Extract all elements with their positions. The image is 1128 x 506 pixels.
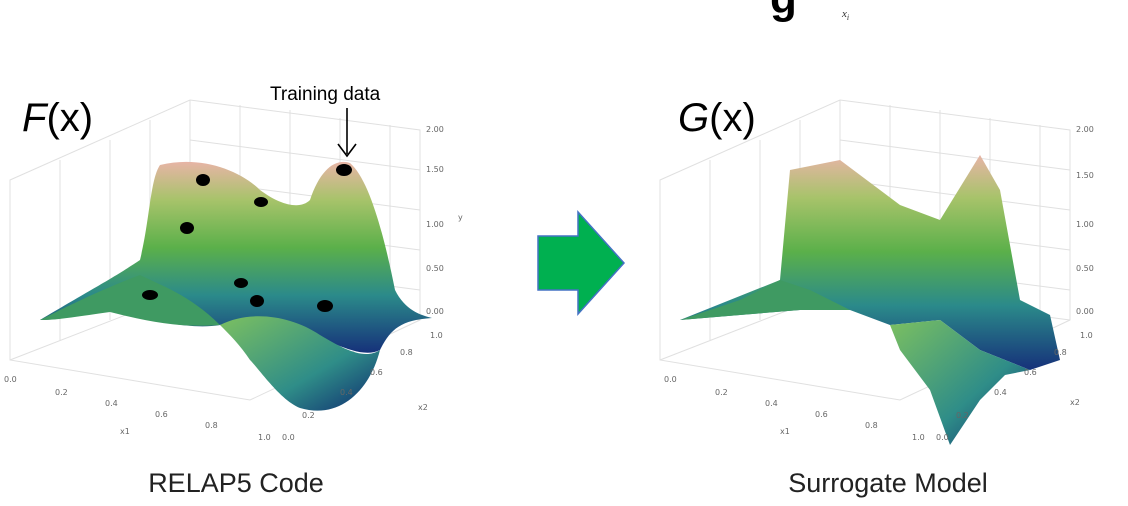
header-math-fragment: g <box>770 0 797 24</box>
surrogate-caption: Surrogate Model <box>788 468 988 498</box>
svg-text:1.50: 1.50 <box>1076 171 1094 180</box>
svg-text:0.8: 0.8 <box>865 421 878 430</box>
svg-text:0.0: 0.0 <box>4 375 17 384</box>
relap5-caption: RELAP5 Code <box>148 468 324 498</box>
z-tick: 0.50 <box>426 264 444 273</box>
z-axis-ticks: 0.00 0.50 1.00 1.50 2.00 y <box>426 125 463 316</box>
z-tick: 1.50 <box>426 165 444 174</box>
svg-text:1.0: 1.0 <box>258 433 271 442</box>
function-arg: (x) <box>709 96 756 140</box>
training-point <box>196 174 210 186</box>
training-point <box>336 164 352 176</box>
svg-text:0.6: 0.6 <box>370 368 383 377</box>
svg-text:0.2: 0.2 <box>956 411 969 420</box>
svg-text:0.00: 0.00 <box>1076 307 1094 316</box>
svg-text:0.50: 0.50 <box>1076 264 1094 273</box>
training-point <box>180 222 194 234</box>
svg-text:0.6: 0.6 <box>1024 368 1037 377</box>
x1-axis-label: x1 <box>780 427 790 436</box>
svg-text:0.4: 0.4 <box>340 388 353 397</box>
z-tick: 0.00 <box>426 307 444 316</box>
svg-text:0.6: 0.6 <box>815 410 828 419</box>
svg-text:0.0: 0.0 <box>282 433 295 442</box>
svg-text:1.00: 1.00 <box>1076 220 1094 229</box>
surrogate-panel: 0.00 0.50 1.00 1.50 2.00 0.0 0.2 0.4 0.6… <box>650 0 1120 506</box>
surface-trough <box>220 316 380 411</box>
svg-text:2.00: 2.00 <box>1076 125 1094 134</box>
svg-text:0.6: 0.6 <box>155 410 168 419</box>
x2-axis-label: x2 <box>1070 398 1080 407</box>
training-data-points <box>142 164 352 312</box>
svg-text:0.2: 0.2 <box>302 411 315 420</box>
svg-text:0.0: 0.0 <box>664 375 677 384</box>
surface-left-flap <box>680 280 850 320</box>
training-point <box>142 290 158 300</box>
relap5-panel: 0.00 0.50 1.00 1.50 2.00 y 0.0 0.2 0.4 0… <box>0 0 470 506</box>
svg-text:0.4: 0.4 <box>765 399 778 408</box>
svg-text:1.0: 1.0 <box>430 331 443 340</box>
training-point <box>317 300 333 312</box>
svg-text:0.8: 0.8 <box>205 421 218 430</box>
function-label-f: F(x) <box>22 96 93 141</box>
svg-text:0.2: 0.2 <box>55 388 68 397</box>
surrogate-surface-plot: 0.00 0.50 1.00 1.50 2.00 0.0 0.2 0.4 0.6… <box>659 99 1094 445</box>
function-arg: (x) <box>46 96 94 140</box>
svg-text:1.0: 1.0 <box>912 433 925 442</box>
svg-text:0.0: 0.0 <box>936 433 949 442</box>
function-name: F <box>22 96 47 140</box>
x2-axis-ticks: 0.0 0.2 0.4 0.6 0.8 1.0 x2 <box>282 331 443 442</box>
function-label-g: G(x) <box>678 96 756 141</box>
x1-axis-label: x1 <box>120 427 130 436</box>
surface-left-flap <box>40 275 220 326</box>
surface-main <box>680 155 1060 370</box>
svg-text:0.8: 0.8 <box>1054 348 1067 357</box>
z-tick: 1.00 <box>426 220 444 229</box>
training-point <box>234 278 248 288</box>
svg-text:0.2: 0.2 <box>715 388 728 397</box>
relap5-surface-plot: 0.00 0.50 1.00 1.50 2.00 y 0.0 0.2 0.4 0… <box>4 99 463 442</box>
training-point <box>254 197 268 207</box>
function-name: G <box>678 96 710 140</box>
svg-text:1.0: 1.0 <box>1080 331 1093 340</box>
x1-axis-ticks: 0.0 0.2 0.4 0.6 0.8 1.0 x1 <box>664 375 925 442</box>
training-data-annotation: Training data <box>270 84 381 105</box>
svg-text:0.4: 0.4 <box>105 399 118 408</box>
transform-arrow-icon <box>537 210 626 316</box>
annotation-arrow <box>337 108 357 158</box>
z-axis-label: y <box>458 213 463 222</box>
header-subscript: xi <box>842 8 850 23</box>
x2-axis-label: x2 <box>418 403 428 412</box>
surface-trough <box>890 320 1030 445</box>
z-tick: 2.00 <box>426 125 444 134</box>
x2-axis-ticks: 0.0 0.2 0.4 0.6 0.8 1.0 x2 <box>936 331 1093 442</box>
svg-text:0.4: 0.4 <box>994 388 1007 397</box>
training-point <box>250 295 264 307</box>
z-axis-ticks: 0.00 0.50 1.00 1.50 2.00 <box>1076 125 1094 316</box>
x1-axis-ticks: 0.0 0.2 0.4 0.6 0.8 1.0 x1 <box>4 375 271 442</box>
svg-text:0.8: 0.8 <box>400 348 413 357</box>
